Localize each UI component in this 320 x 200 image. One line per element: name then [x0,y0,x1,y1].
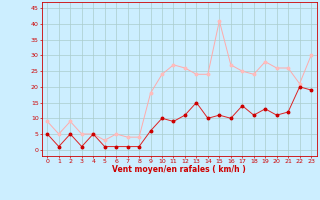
X-axis label: Vent moyen/en rafales ( km/h ): Vent moyen/en rafales ( km/h ) [112,165,246,174]
